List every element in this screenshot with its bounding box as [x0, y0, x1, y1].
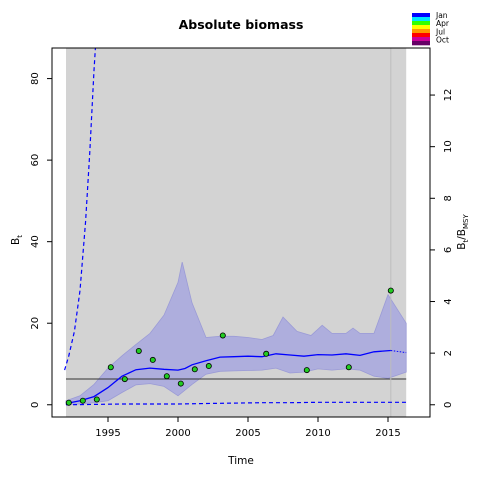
observation-point [65, 399, 72, 406]
y-tick-label-left: 40 [30, 235, 41, 248]
plot-frame [51, 47, 431, 418]
biomass-forecast-line [390, 350, 407, 354]
observation-point [163, 373, 170, 380]
legend-label: Jan [435, 11, 448, 20]
legend-color-swatch [412, 37, 430, 42]
y-axis-label-right-mid: /B [456, 229, 468, 240]
legend-color-swatch [412, 13, 430, 18]
legend-label: Jul [435, 27, 445, 36]
x-tick-label: 2000 [165, 428, 190, 439]
y-tick-label-right: 4 [443, 298, 454, 304]
y-axis-label-right-sub: t [462, 240, 470, 243]
legend-color-swatch [412, 17, 430, 22]
biomass-estimate-line [65, 349, 391, 405]
lower-bound-dashed [65, 401, 407, 406]
legend-color-swatch [412, 41, 430, 46]
observation-point [263, 350, 270, 357]
x-tick-label: 2015 [375, 428, 400, 439]
y-tick-label-right: 0 [443, 402, 454, 408]
y-axis-label-right-main: B [456, 243, 468, 250]
chart-title: Absolute biomass [179, 17, 304, 32]
y-tick-label-left: 0 [30, 402, 41, 408]
y-tick-label-left: 80 [30, 72, 41, 85]
x-tick-label: 2005 [235, 428, 260, 439]
y-axis-label-left: Bt [10, 235, 24, 245]
y-axis-label-left-sub: t [16, 235, 24, 238]
x-tick-label: 2010 [305, 428, 330, 439]
observation-point [135, 347, 142, 354]
observation-point [205, 363, 212, 370]
observation-point [387, 287, 394, 294]
observation-point [121, 376, 128, 383]
observation-point [345, 364, 352, 371]
x-axis-label: Time [227, 455, 254, 467]
legend-label: Apr [436, 19, 450, 28]
plot-area: 1995 2000 2005 2010 2015 0 20 40 60 80 0 2 4 6 8 10 12 [30, 47, 454, 439]
y-tick-label-right: 6 [443, 247, 454, 253]
y-axis-label-right: Bt/BMSY [456, 214, 470, 250]
observation-point [303, 367, 310, 374]
y-axis-label-right-sub2: MSY [462, 214, 470, 229]
observation-point [191, 366, 198, 373]
y-tick-label-right: 10 [443, 140, 454, 153]
observation-point [219, 332, 226, 339]
x-tick-label: 1995 [95, 428, 120, 439]
y-tick-label-right: 8 [443, 195, 454, 201]
upper-bound-dashed [64, 48, 96, 371]
observation-point [177, 380, 184, 387]
plot-clipped-group [64, 48, 407, 417]
legend-color-swatch [412, 33, 430, 38]
legend-color-swatch [412, 25, 430, 30]
y-tick-label-right: 12 [443, 89, 454, 102]
legend-color-swatch [412, 29, 430, 34]
y-axis-label-left-main: B [10, 238, 22, 245]
y-tick-label-left: 20 [30, 317, 41, 330]
legend-label: Oct [436, 36, 449, 45]
y-tick-label-right: 2 [443, 350, 454, 356]
observation-point [107, 364, 114, 371]
y-tick-label-left: 60 [30, 154, 41, 167]
observation-point [79, 397, 86, 404]
legend-color-swatch [412, 21, 430, 26]
observation-point [93, 396, 100, 403]
observation-point [149, 356, 156, 363]
